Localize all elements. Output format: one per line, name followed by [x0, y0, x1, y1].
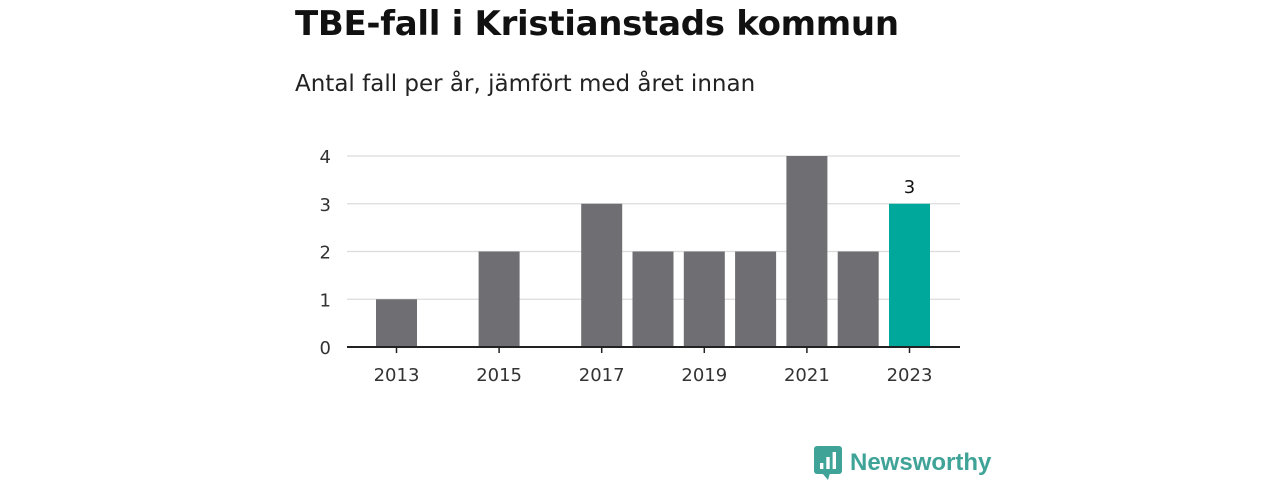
bar-2013 [376, 299, 417, 347]
bar-2023 [889, 203, 930, 347]
y-tick-label: 3 [320, 195, 331, 216]
newsworthy-wordmark: Newsworthy [850, 449, 992, 476]
x-tick-label: 2023 [887, 365, 933, 386]
bar-2018 [632, 251, 674, 347]
bar-2021 [786, 156, 828, 347]
bar-2020 [735, 251, 777, 347]
bar-2019 [683, 251, 725, 347]
bars [376, 156, 930, 347]
x-tick-label: 2017 [579, 365, 625, 386]
y-tick-label: 1 [320, 290, 331, 311]
bar-2015 [478, 251, 520, 347]
chart-subtitle: Antal fall per år, jämfört med året inna… [295, 71, 756, 97]
x-tick-label: 2013 [374, 365, 420, 386]
newsworthy-brand: Newsworthy [814, 446, 991, 480]
chart-title: TBE-fall i Kristianstads kommun [295, 4, 899, 44]
y-axis-ticks: 0 1 2 3 4 [320, 147, 331, 359]
x-tick-label: 2015 [476, 365, 522, 386]
y-tick-label: 4 [320, 147, 331, 168]
data-labels: 3 [904, 177, 915, 198]
x-axis-ticks: 2013 2015 2017 2019 2021 2023 [374, 347, 933, 386]
y-tick-label: 2 [320, 243, 331, 264]
x-tick-label: 2019 [681, 365, 727, 386]
bar-2022 [837, 251, 879, 347]
data-label-2023: 3 [904, 177, 915, 198]
newsworthy-logo-icon [814, 446, 842, 480]
y-tick-label: 0 [320, 338, 331, 359]
bar-2017 [581, 203, 623, 347]
x-tick-label: 2021 [784, 365, 830, 386]
